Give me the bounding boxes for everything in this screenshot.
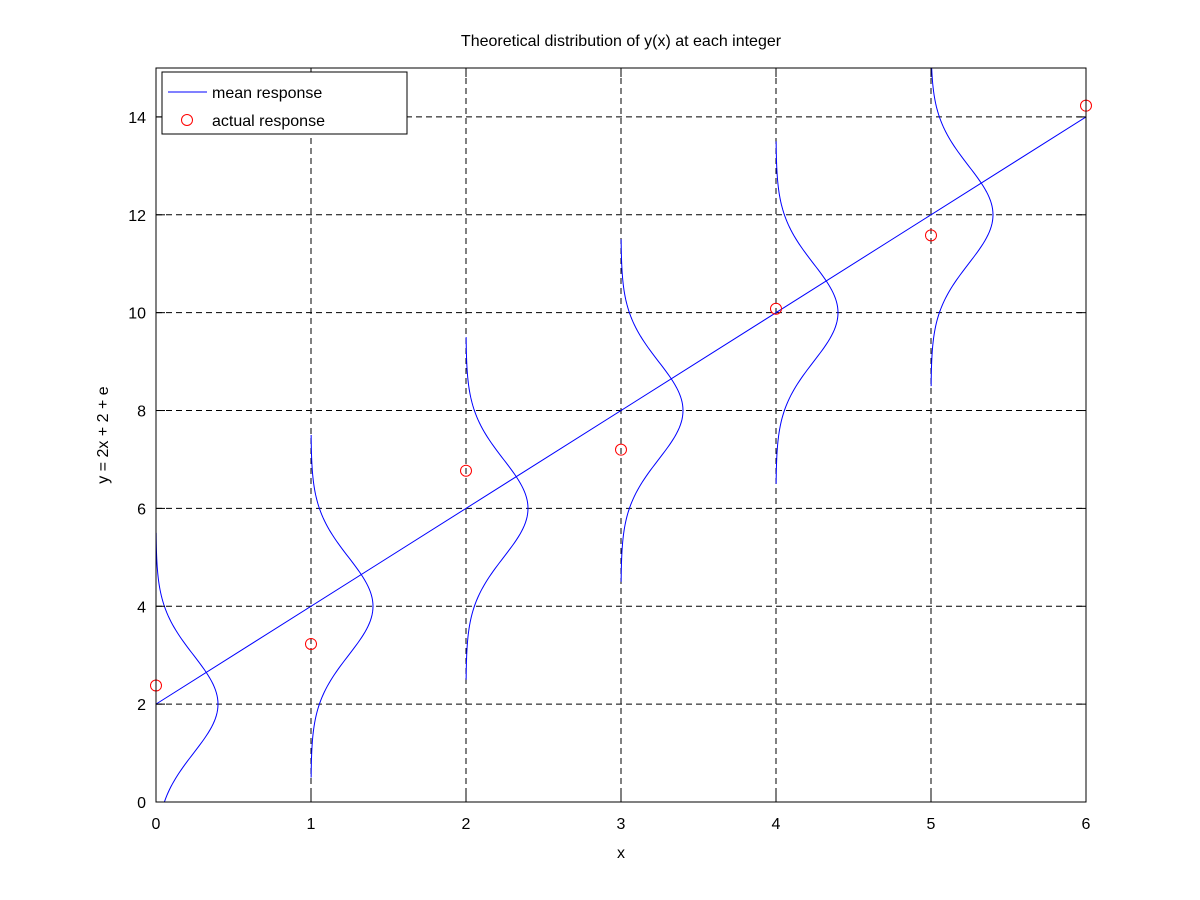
density-curve [775,141,839,484]
series [150,99,1092,705]
legend-actual-marker-sample [181,114,193,126]
x-tick-label: 0 [152,816,161,833]
x-tick-label: 4 [772,816,781,833]
mean-response-line [155,116,1087,705]
legend-box [161,71,408,135]
y-tick-label: 12 [128,208,146,225]
density-curve [310,434,374,778]
y-tick-label: 10 [128,306,146,323]
y-tick-label: 8 [137,404,146,421]
density-curves [156,68,1086,802]
actual-response-marker [925,229,937,242]
density-curve [465,337,529,680]
actual-response-marker [305,637,317,650]
y-tick-label: 2 [137,697,146,714]
y-tick-label: 14 [128,110,146,127]
y-tick-label: 4 [137,599,146,616]
legend: mean response actual response [161,71,408,135]
x-tick-label: 6 [1082,816,1091,833]
legend-mean-label: mean response [212,85,322,102]
legend-actual-label: actual response [212,113,325,130]
x-tick-label: 3 [617,816,626,833]
actual-response-marker [770,302,782,315]
density-curve [620,239,684,582]
x-tick-label: 5 [927,816,936,833]
density-curve [156,532,219,802]
y-tick-label: 0 [137,795,146,812]
actual-response-marker [460,464,472,477]
density-curve [930,68,994,387]
chart-title: Theoretical distribution of y(x) at each… [461,33,782,50]
y-tick-label: 6 [137,501,146,518]
x-tick-label: 1 [307,816,316,833]
y-axis-label: y = 2x + 2 + e [95,386,112,484]
actual-response-marker [615,443,627,456]
x-axis-label: x [617,845,625,862]
x-tick-label: 2 [462,816,471,833]
